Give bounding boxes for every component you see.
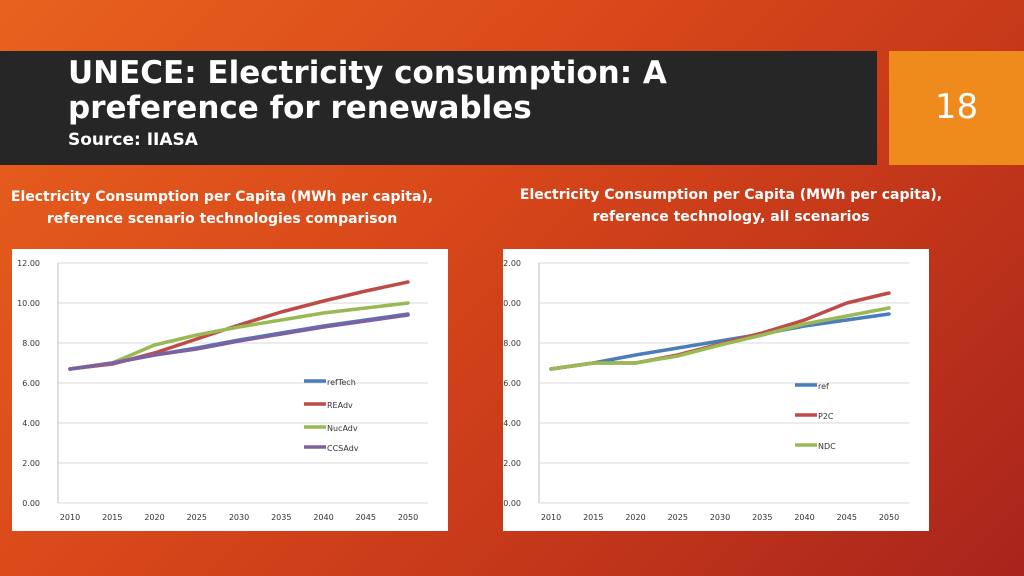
x-tick-label: 2025: [668, 513, 688, 522]
y-tick-label: 0.00: [22, 499, 40, 508]
legend-label-refTech: refTech: [327, 378, 356, 387]
page-number: 18: [934, 87, 979, 127]
x-tick-label: 2040: [313, 513, 333, 522]
left-chart-svg: 0.00 2.00 4.00 6.00 8.00 10.00 12.00 2010 2015 20…: [17, 259, 428, 522]
page-number-box: 18: [889, 51, 1024, 165]
x-tick-label: 2010: [541, 513, 561, 522]
series-line-CCSAdv: [68, 313, 410, 371]
x-tick-label: 2010: [60, 513, 80, 522]
series-line-P2C: [549, 291, 891, 371]
right-chart: 0.00 2.00 4.00 6.00 8.00 10.00 12.00 2010 2015 20…: [498, 249, 929, 531]
left-caption-line1: Electricity Consumption per Capita (MWh …: [10, 189, 434, 205]
legend-label-NucAdv: NucAdv: [327, 424, 358, 433]
right-chart-caption: Electricity Consumption per Capita (MWh …: [508, 184, 954, 228]
x-tick-label: 2015: [583, 513, 603, 522]
right-caption-line2: reference technology, all scenarios: [592, 209, 870, 225]
x-tick-label: 2030: [710, 513, 730, 522]
y-tick-label: 8.00: [22, 339, 40, 348]
x-tick-label: 2020: [625, 513, 645, 522]
legend-label-CCSAdv: CCSAdv: [327, 444, 359, 453]
y-tick-label: 2.00: [22, 459, 40, 468]
left-chart-caption: Electricity Consumption per Capita (MWh …: [0, 186, 444, 230]
y-tick-label: 8.00: [503, 339, 521, 348]
y-tick-label: 4.00: [22, 419, 40, 428]
slide-source: Source: IIASA: [68, 130, 198, 150]
y-tick-label: 6.00: [503, 379, 521, 388]
x-tick-label: 2035: [271, 513, 291, 522]
title-bar: [0, 51, 877, 165]
legend-label-NDC: NDC: [818, 442, 836, 451]
x-tick-label: 2035: [752, 513, 772, 522]
y-tick-label: 0.00: [503, 499, 521, 508]
slide-title: UNECE: Electricity consumption: A prefer…: [68, 55, 667, 126]
left-caption-line2: reference scenario technologies comparis…: [46, 211, 398, 227]
series-line-NucAdv: [68, 301, 410, 371]
x-tick-label: 2040: [794, 513, 814, 522]
x-tick-label: 2025: [187, 513, 207, 522]
y-tick-label: 6.00: [22, 379, 40, 388]
y-tick-label: 12.00: [503, 259, 521, 268]
y-tick-label: 4.00: [503, 419, 521, 428]
series-line-ref: [549, 312, 891, 371]
legend-label-REAdv: REAdv: [327, 401, 353, 410]
series-line-NDC: [549, 306, 891, 371]
right-chart-svg: 0.00 2.00 4.00 6.00 8.00 10.00 12.00 2010 2015 20…: [498, 259, 909, 522]
x-tick-label: 2020: [144, 513, 164, 522]
x-tick-label: 2030: [229, 513, 249, 522]
legend-label-ref: ref: [818, 382, 829, 391]
y-tick-label: 10.00: [17, 299, 40, 308]
y-tick-label: 10.00: [503, 299, 521, 308]
x-tick-label: 2045: [356, 513, 376, 522]
y-tick-label: 2.00: [503, 459, 521, 468]
legend-label-P2C: P2C: [818, 412, 834, 421]
x-tick-label: 2050: [398, 513, 418, 522]
right-caption-line1: Electricity Consumption per Capita (MWh …: [519, 187, 943, 203]
x-tick-label: 2045: [837, 513, 857, 522]
x-tick-label: 2015: [102, 513, 122, 522]
left-chart: 0.00 2.00 4.00 6.00 8.00 10.00 12.00 2010 2015 20…: [12, 249, 448, 531]
x-tick-label: 2050: [879, 513, 899, 522]
y-tick-label: 12.00: [17, 259, 40, 268]
